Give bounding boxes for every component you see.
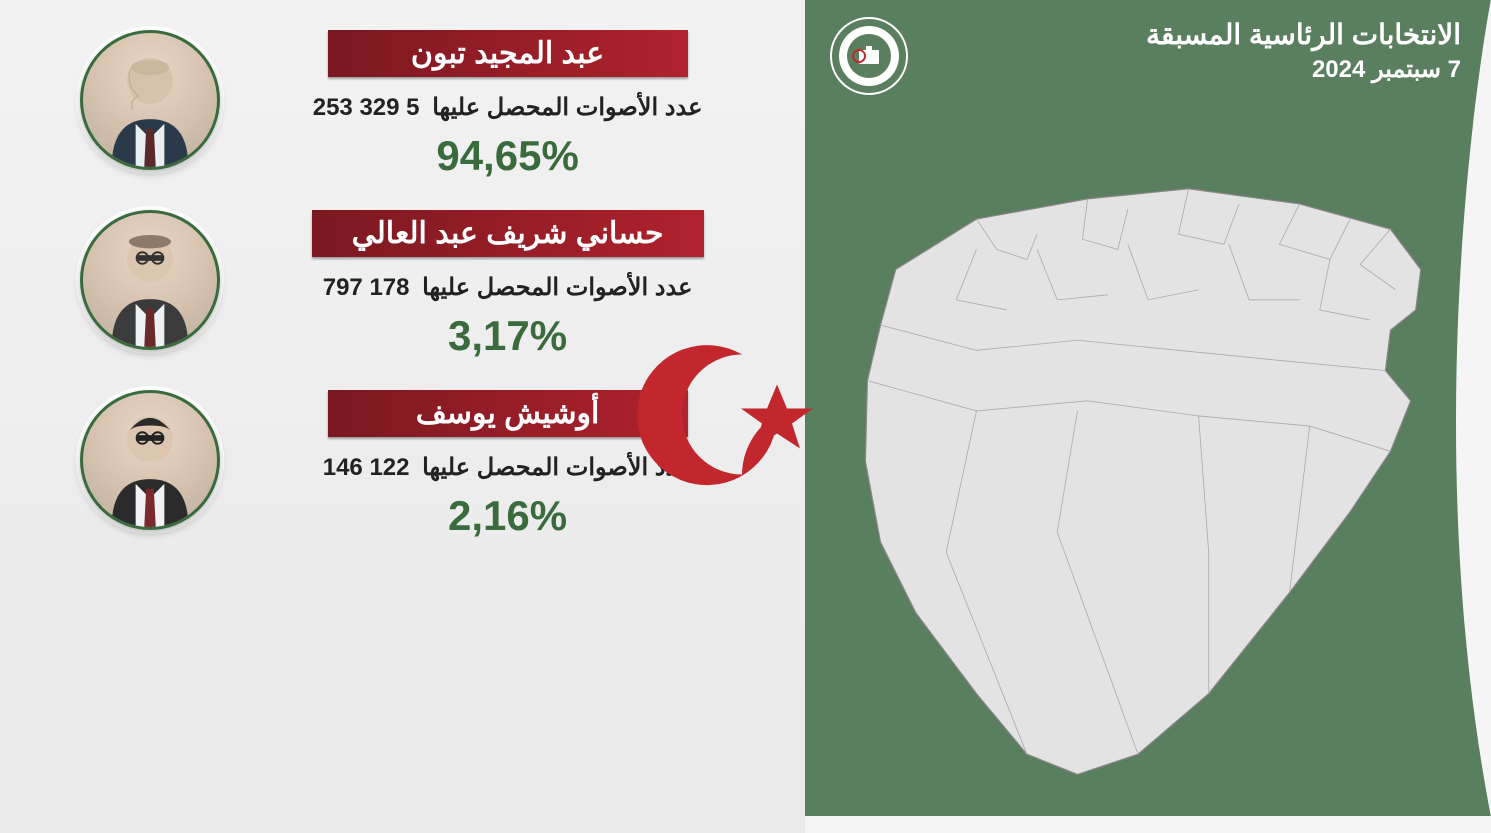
page-title: الانتخابات الرئاسية المسبقة	[1146, 18, 1461, 51]
votes-label: عدد الأصوات المحصل عليها	[422, 454, 692, 481]
page-date: 7 سبتمبر 2024	[1146, 55, 1461, 84]
results-panel: عبد المجيد تبون عدد الأصوات المحصل عليها…	[0, 0, 805, 833]
candidate-percent: 2,16%	[240, 492, 775, 540]
candidate-card: عبد المجيد تبون عدد الأصوات المحصل عليها…	[80, 30, 775, 180]
algeria-map	[825, 130, 1431, 813]
candidate-name-band: عبد المجيد تبون	[328, 30, 688, 77]
candidate-avatar	[80, 30, 220, 170]
person-icon	[83, 30, 217, 170]
left-panel: الانتخابات الرئاسية المسبقة 7 سبتمبر 202…	[805, 0, 1491, 833]
candidate-avatar	[80, 390, 220, 530]
votes-label: عدد الأصوات المحصل عليها	[432, 94, 702, 121]
candidate-avatar	[80, 210, 220, 350]
votes-value: 122 146	[323, 454, 410, 481]
candidate-votes: عدد الأصوات المحصل عليها 178 797	[240, 273, 775, 302]
candidate-info: أوشيش يوسف عدد الأصوات المحصل عليها 122 …	[240, 390, 775, 540]
person-icon	[83, 390, 217, 530]
candidate-card: أوشيش يوسف عدد الأصوات المحصل عليها 122 …	[80, 390, 775, 540]
candidate-votes: عدد الأصوات المحصل عليها 5 329 253	[240, 93, 775, 122]
person-icon	[83, 210, 217, 350]
candidate-name-band: أوشيش يوسف	[328, 390, 688, 437]
candidate-card: حساني شريف عبد العالي عدد الأصوات المحصل…	[80, 210, 775, 360]
candidate-name-band: حساني شريف عبد العالي	[312, 210, 704, 257]
candidate-votes: عدد الأصوات المحصل عليها 122 146	[240, 453, 775, 482]
page: الانتخابات الرئاسية المسبقة 7 سبتمبر 202…	[0, 0, 1491, 833]
authority-logo	[829, 16, 909, 101]
votes-value: 5 329 253	[313, 94, 420, 121]
header: الانتخابات الرئاسية المسبقة 7 سبتمبر 202…	[1146, 18, 1461, 84]
candidate-percent: 3,17%	[240, 312, 775, 360]
candidate-info: عبد المجيد تبون عدد الأصوات المحصل عليها…	[240, 30, 775, 180]
candidate-info: حساني شريف عبد العالي عدد الأصوات المحصل…	[240, 210, 775, 360]
votes-label: عدد الأصوات المحصل عليها	[422, 274, 692, 301]
candidate-percent: 94,65%	[240, 132, 775, 180]
votes-value: 178 797	[323, 274, 410, 301]
